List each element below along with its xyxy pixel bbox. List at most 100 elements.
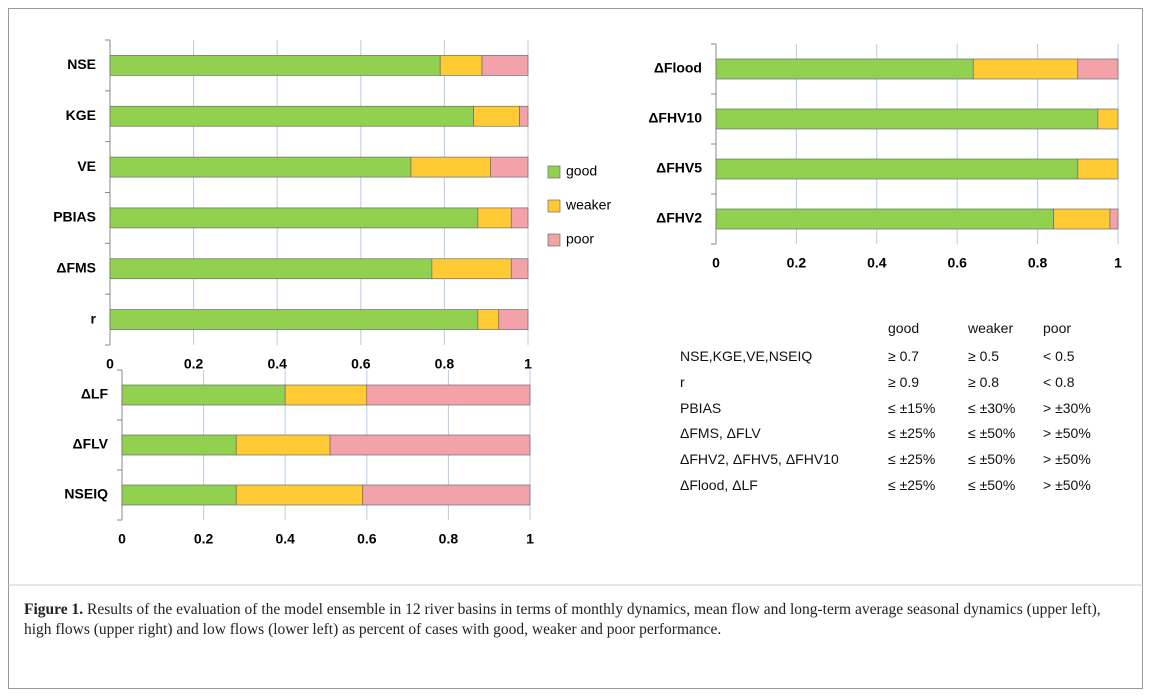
bar-segment: [121, 384, 286, 406]
legend-swatch: [547, 199, 561, 213]
x-tick-label: 0.8: [1028, 255, 1048, 271]
table-cell: ≤ ±50%: [968, 451, 1016, 468]
bar-segment: [410, 156, 491, 178]
bar-segment: [109, 258, 433, 280]
table-header: weaker: [968, 320, 1014, 336]
bar-segment: [510, 258, 529, 280]
bar-segment: [1077, 158, 1119, 180]
bar-segment: [715, 108, 1099, 130]
bar-segment: [366, 384, 531, 406]
x-tick-label: 0.8: [439, 531, 459, 547]
table-cell: ≥ 0.7: [888, 348, 920, 364]
y-tick-label: ΔFHV5: [656, 160, 702, 176]
table-header: poor: [1043, 320, 1072, 336]
y-tick-label: PBIAS: [53, 209, 96, 225]
table-cell: ≤ ±25%: [888, 425, 936, 442]
y-tick-label: ΔFLV: [73, 436, 109, 452]
bar-segment: [519, 105, 529, 127]
table-cell: ΔFHV2, ΔFHV5, ΔFHV10: [680, 451, 839, 468]
table-cell: PBIAS: [680, 399, 722, 416]
table-cell: < 0.5: [1043, 348, 1075, 364]
legend-swatch: [547, 233, 561, 247]
y-tick-label: ΔFHV2: [656, 210, 702, 226]
x-tick-label: 0.8: [435, 356, 455, 372]
bar-segment: [235, 484, 364, 506]
legend-label: good: [566, 163, 597, 179]
x-tick-label: 1: [526, 531, 534, 547]
frame: [8, 8, 1143, 689]
x-tick-label: 0.6: [357, 531, 377, 547]
table-cell: ≥ 0.8: [968, 373, 1000, 390]
bar-segment: [109, 105, 475, 127]
table-header: good: [888, 320, 920, 336]
bar-segment: [715, 208, 1055, 230]
x-tick-label: 1: [524, 356, 532, 372]
bar-segment: [1077, 58, 1119, 80]
x-tick-label: 0.4: [275, 531, 295, 547]
table-cell: < 0.8: [1043, 373, 1075, 390]
y-tick-label: ΔFMS: [56, 259, 96, 275]
bar-segment: [362, 484, 531, 506]
x-tick-label: 0: [712, 255, 720, 271]
table-cell: ≤ ±50%: [968, 425, 1016, 442]
x-tick-label: 0.2: [194, 531, 214, 547]
table-cell: > ±50%: [1043, 451, 1091, 468]
table-cell: > ±50%: [1043, 477, 1091, 493]
x-tick-label: 0: [106, 356, 114, 372]
table-cell: ΔFMS, ΔFLV: [680, 425, 761, 442]
x-tick-label: 0.6: [947, 255, 967, 271]
table-cell: ≤ ±25%: [888, 477, 936, 493]
table-cell: ≤ ±50%: [968, 477, 1016, 493]
bar-segment: [510, 207, 529, 229]
bar-segment: [329, 434, 531, 456]
caption-label: Figure 1.: [24, 601, 84, 618]
bar-segment: [284, 384, 368, 406]
x-tick-label: 0.4: [267, 356, 287, 372]
bar-segment: [439, 55, 483, 76]
bar-segment: [109, 309, 479, 330]
bar-segment: [715, 158, 1079, 180]
table-cell: NSE,KGE,VE,NSEIQ: [680, 348, 813, 364]
table-cell: ≤ ±30%: [968, 399, 1016, 416]
legend-label: weaker: [565, 197, 611, 213]
x-tick-label: 1: [1114, 255, 1122, 271]
legend-swatch: [547, 165, 561, 179]
bar-segment: [1053, 208, 1111, 230]
bar-segment: [121, 484, 237, 506]
bar-segment: [109, 207, 479, 229]
y-tick-label: ΔLF: [81, 386, 109, 402]
bar-segment: [1097, 108, 1119, 130]
table-cell: ≥ 0.5: [968, 348, 1000, 364]
y-tick-label: VE: [77, 158, 96, 174]
bar-segment: [1109, 208, 1119, 230]
y-tick-label: ΔFHV10: [648, 110, 702, 126]
legend-label: poor: [566, 231, 594, 247]
table-cell: > ±30%: [1043, 399, 1091, 416]
y-tick-label: NSEIQ: [64, 486, 108, 502]
x-tick-label: 0: [118, 531, 126, 547]
table-cell: ΔFlood, ΔLF: [680, 477, 758, 493]
bar-segment: [490, 156, 529, 178]
y-tick-label: ΔFlood: [654, 60, 702, 76]
bar-segment: [473, 105, 520, 127]
bar-segment: [477, 207, 512, 229]
bar-segment: [972, 58, 1079, 80]
x-tick-label: 0.6: [351, 356, 371, 372]
table-cell: > ±50%: [1043, 425, 1091, 442]
bar-segment: [431, 258, 512, 280]
bar-segment: [109, 156, 412, 178]
bar-segment: [481, 55, 529, 76]
bar-segment: [477, 309, 500, 330]
x-tick-label: 0.2: [184, 356, 204, 372]
x-tick-label: 0.2: [787, 255, 807, 271]
y-tick-label: NSE: [67, 56, 96, 72]
bar-segment: [498, 309, 529, 330]
table-cell: ≤ ±15%: [888, 399, 936, 416]
x-tick-label: 0.4: [867, 255, 887, 271]
table-cell: ≤ ±25%: [888, 451, 936, 468]
table-cell: ≥ 0.9: [888, 373, 920, 390]
bar-segment: [109, 55, 441, 76]
table-cell: r: [680, 373, 685, 390]
